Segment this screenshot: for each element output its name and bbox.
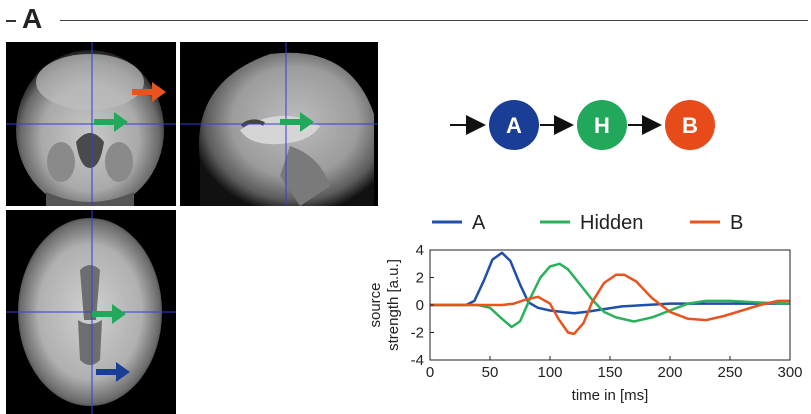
mri-axial-image [6,210,176,414]
blue-arrow-icon [96,362,130,382]
node-b-label: B [682,113,698,138]
series-line-hidden [430,262,791,329]
node-h-label: H [594,113,610,138]
y-tick-label: -2 [411,325,424,342]
x-tick-label: 200 [657,364,682,381]
x-tick-label: 300 [777,364,802,381]
chart-axes: 0 50 100 150 200 250 300 4 2 0 -2 -4 [411,242,803,381]
x-axis-label: time in [ms] [572,387,649,404]
green-arrow-icon [94,112,128,132]
series-line-a [430,251,790,315]
legend-label-b: B [730,212,743,234]
legend-label-a: A [472,212,486,234]
panel-rule [60,20,808,21]
legend-label-hidden: Hidden [580,212,643,234]
x-tick-label: 250 [717,364,742,381]
y-tick-label: 2 [416,270,424,287]
green-arrow-icon [280,112,314,132]
causal-diagram: A H B [450,100,715,150]
y-tick-label: -4 [411,352,424,369]
y-axis-label-line2: strength [a.u.] [385,259,402,351]
panel-dash [6,20,16,22]
panel-header: A [0,0,811,40]
chart-legend: A Hidden B [432,212,743,234]
orange-arrow-icon [132,82,166,102]
node-a-circle [489,100,539,150]
node-b-circle [665,100,715,150]
x-tick-label: 150 [597,364,622,381]
node-h-circle [577,100,627,150]
panel-letter: A [22,3,43,34]
plot-area [430,251,791,336]
source-strength-chart: A Hidden B 0 50 100 150 200 250 300 4 2 0 -2 -4 time … [367,212,803,404]
x-tick-label: 50 [482,364,499,381]
mri-axial-view [6,210,176,414]
y-tick-label: 0 [416,297,424,314]
x-tick-label: 100 [537,364,562,381]
node-a-label: A [506,113,522,138]
green-arrow-icon [92,304,126,324]
y-axis-label-line1: source [367,282,384,327]
y-tick-label: 4 [416,242,424,259]
mri-sagittal-view [180,42,378,206]
mri-coronal-view [6,42,176,206]
series-line-b [430,273,790,336]
mri-coronal-image [6,42,176,206]
x-tick-label: 0 [426,364,434,381]
